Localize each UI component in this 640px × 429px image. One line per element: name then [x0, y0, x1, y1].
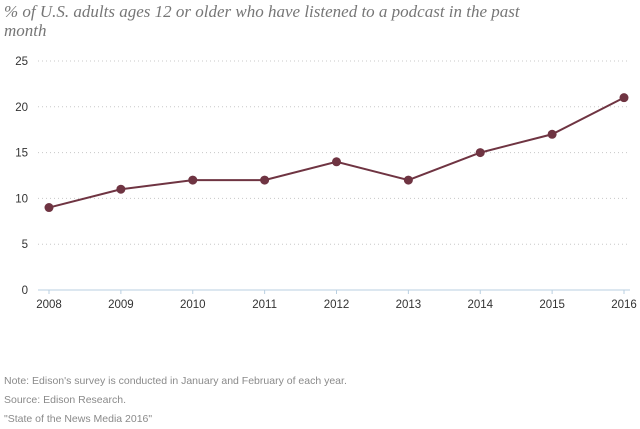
x-tick-label: 2014 — [467, 299, 493, 311]
x-tick-label: 2009 — [108, 299, 134, 311]
data-point — [188, 175, 198, 185]
source-text: Source: Edison Research. — [4, 394, 126, 406]
chart-title: % of U.S. adults ages 12 or older who ha… — [4, 2, 520, 40]
report-text: "State of the News Media 2016" — [4, 413, 153, 425]
note-text: Note: Edison's survey is conducted in Ja… — [4, 375, 347, 387]
x-tick-label: 2008 — [36, 299, 62, 311]
data-point — [116, 184, 126, 194]
x-tick-label: 2015 — [539, 299, 565, 311]
x-tick-label: 2010 — [180, 299, 206, 311]
series-line — [48, 96, 625, 209]
data-point — [260, 175, 270, 185]
x-tick-label: 2012 — [324, 299, 350, 311]
data-point — [403, 175, 413, 185]
x-tick-label: 2011 — [252, 299, 277, 311]
data-point — [44, 203, 54, 213]
data-point — [332, 157, 341, 167]
axes: 0 5 10 15 20 25 2008 2009 2010 2011 2012 2013 2014 20… — [15, 56, 637, 311]
y-tick-label: 20 — [15, 102, 28, 114]
data-point — [547, 129, 557, 139]
y-tick-label: 25 — [15, 56, 28, 68]
data-point — [619, 93, 629, 103]
data-point — [475, 148, 485, 158]
y-tick-label: 0 — [22, 285, 28, 297]
gridlines — [38, 60, 630, 245]
x-tick-label: 2013 — [396, 299, 422, 311]
y-tick-label: 5 — [22, 239, 28, 251]
x-tick-label: 2016 — [611, 299, 637, 311]
y-tick-label: 15 — [15, 148, 28, 160]
chart-notes: Note: Edison's survey is conducted in Ja… — [4, 372, 347, 429]
y-tick-label: 10 — [15, 193, 28, 205]
series — [44, 93, 629, 213]
